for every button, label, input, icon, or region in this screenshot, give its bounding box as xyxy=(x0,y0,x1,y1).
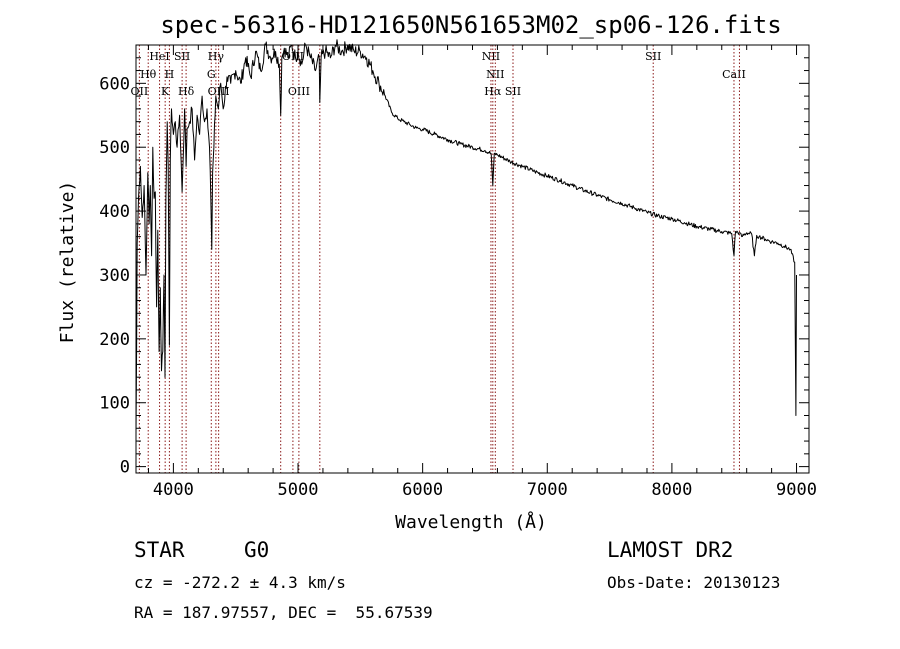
spectral-line-label-3: K xyxy=(161,85,170,98)
object-class: STAR xyxy=(134,538,185,562)
flux-series xyxy=(135,39,797,435)
y-tick-label-5: 500 xyxy=(99,138,130,158)
spectral-line-label-9: OIII xyxy=(208,85,230,98)
x-tick-label-1: 5000 xyxy=(278,480,319,500)
spectral-line-label-1: Hθ xyxy=(140,68,157,81)
y-tick-label-2: 200 xyxy=(99,330,130,350)
spectral-line-label-8: Hγ xyxy=(208,50,225,63)
x-tick-label-3: 7000 xyxy=(527,480,568,500)
axis-ticks: 4000 5000 6000 7000 8000 9000 0 100 200 300 400 500… xyxy=(99,45,817,500)
observation-date: Obs-Date: 20130123 xyxy=(607,573,781,592)
y-tick-label-1: 100 xyxy=(99,394,130,414)
y-axis-label: Flux (relative) xyxy=(57,181,78,344)
spectral-line-label-16: NII xyxy=(486,68,504,81)
spectral-line-label-7: G xyxy=(207,68,216,81)
spectral-line-label-15: Hα xyxy=(484,85,502,98)
spectral-line-label-17: SII xyxy=(505,85,521,98)
spectral-line-label-5: SII xyxy=(174,50,190,63)
x-tick-label-2: 6000 xyxy=(402,480,443,500)
spectral-line-label-12: OIII xyxy=(288,85,310,98)
spectral-line-label-4: H xyxy=(165,68,175,81)
plot-frame xyxy=(135,44,810,474)
coordinates-readout: RA = 187.97557, DEC = 55.67539 xyxy=(134,603,433,622)
object-subclass: G0 xyxy=(244,538,270,562)
spectral-line-label-6: Hδ xyxy=(178,85,195,98)
x-tick-label-5: 9000 xyxy=(776,480,817,500)
x-tick-label-0: 4000 xyxy=(153,480,194,500)
spectral-line-markers: OIIHθHeIKHSIIHδGHγOIIIOIIIOIIINIIHαNIISI… xyxy=(131,45,746,473)
spectral-line-label-2: HeI xyxy=(149,50,169,63)
x-tick-label-4: 8000 xyxy=(651,480,692,500)
spectral-line-label-14: NII xyxy=(482,50,500,63)
spectral-line-label-19: CaII xyxy=(722,68,746,81)
spectral-line-label-18: SII xyxy=(645,50,661,63)
x-axis-label: Wavelength (Å) xyxy=(395,511,547,533)
y-tick-label-6: 600 xyxy=(99,74,130,94)
spectral-line-label-0: OII xyxy=(131,85,149,98)
chart-title: spec-56316-HD121650N561653M02_sp06-126.f… xyxy=(160,11,781,39)
flux-series-line-0 xyxy=(135,39,797,435)
y-tick-label-3: 300 xyxy=(99,266,130,286)
redshift-readout: cz = -272.2 ± 4.3 km/s xyxy=(134,573,346,592)
y-tick-label-0: 0 xyxy=(120,458,130,478)
survey-name: LAMOST DR2 xyxy=(607,538,734,562)
y-tick-label-4: 400 xyxy=(99,202,130,222)
